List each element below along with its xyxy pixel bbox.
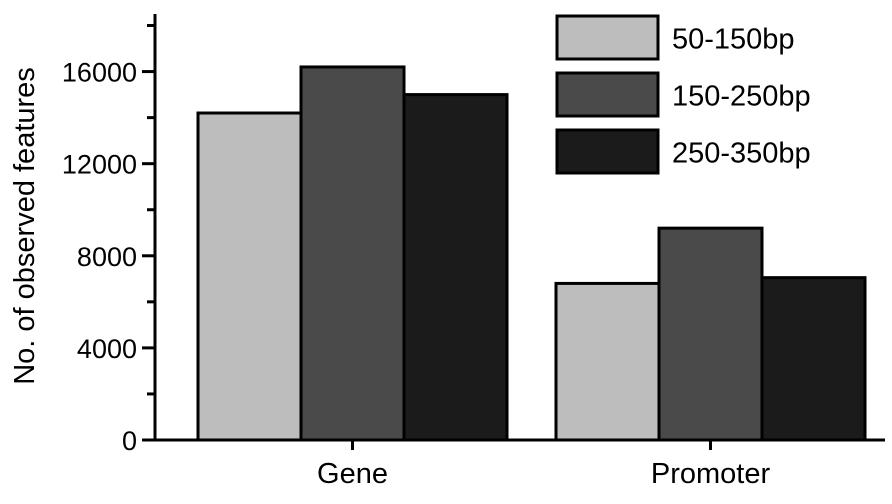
y-tick-label: 0	[122, 426, 137, 456]
y-tick-label: 12000	[62, 150, 137, 180]
x-category-label: Gene	[317, 458, 388, 490]
y-tick-label: 16000	[62, 58, 137, 88]
legend-label: 150-250bp	[672, 81, 811, 113]
legend-label: 250-350bp	[672, 138, 811, 170]
y-axis-label: No. of observed features	[9, 67, 41, 385]
y-tick-label: 8000	[77, 242, 137, 272]
bar-gene-1	[196, 111, 303, 442]
legend-label: 50-150bp	[672, 24, 795, 56]
x-category-label: Promoter	[651, 458, 771, 490]
legend: 50-150bp 150-250bp 250-350bp	[555, 14, 811, 175]
legend-swatch	[555, 14, 660, 61]
bar-promoter-1	[554, 281, 661, 442]
legend-swatch	[555, 128, 660, 175]
bar-gene-2	[299, 65, 406, 442]
legend-swatch	[555, 71, 660, 118]
y-tick-label: 4000	[77, 334, 137, 364]
bars	[196, 65, 867, 442]
axis-labels: 0 4000 8000 12000 16000 Gene Promoter	[62, 58, 771, 490]
bar-promoter-3	[760, 276, 867, 442]
bar-gene-3	[402, 93, 509, 442]
bar-promoter-2	[657, 226, 764, 442]
